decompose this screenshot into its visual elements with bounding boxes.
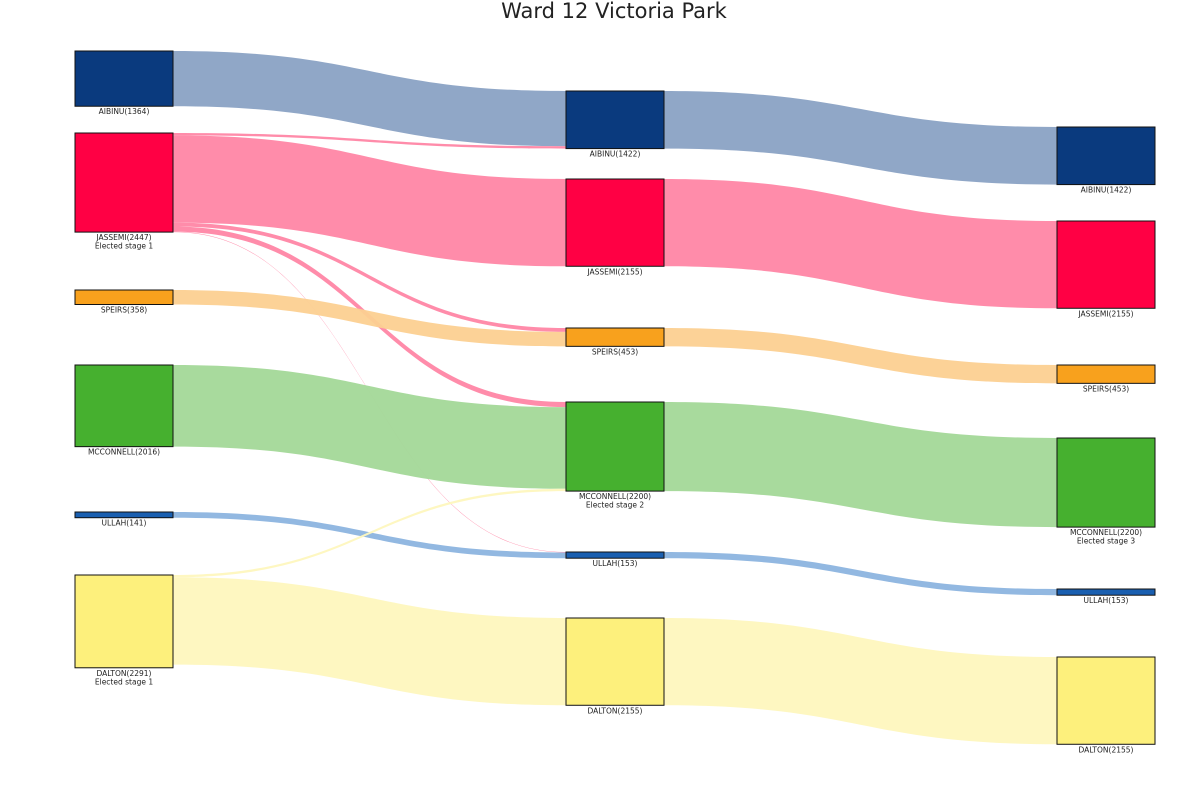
node-label-s1-speirs: SPEIRS(358) [101, 305, 147, 314]
node-label-s1-aibinu: AIBINU(1364) [99, 107, 150, 116]
node-label-s2-mcconnell: MCCONNELL(2200) [579, 492, 651, 501]
node-s1-jassemi [74, 132, 174, 233]
node-note-s1-jassemi: Elected stage 1 [95, 242, 153, 251]
flow-s2-ullah-to-s3-ullah [664, 552, 1057, 596]
flow-s1-jassemi-to-s2-aibinu [173, 133, 566, 149]
flow-s1-dalton-to-s2-dalton [173, 577, 566, 706]
flow-s1-mcconnell-to-s2-mcconnell [173, 365, 566, 489]
node-s3-speirs [1056, 364, 1156, 384]
node-s3-jassemi [1056, 220, 1156, 309]
node-s1-mcconnell [74, 364, 174, 448]
node-note-s2-mcconnell: Elected stage 2 [586, 501, 644, 510]
flow-s1-jassemi-to-s2-speirs [173, 222, 566, 332]
flows-layer [173, 51, 1057, 745]
node-s3-ullah [1056, 588, 1156, 596]
node-note-s1-dalton: Elected stage 1 [95, 677, 153, 686]
node-s1-speirs [74, 289, 174, 305]
node-label-s1-mcconnell: MCCONNELL(2016) [88, 448, 160, 457]
node-s3-mcconnell [1056, 437, 1156, 528]
node-label-s3-ullah: ULLAH(153) [1084, 596, 1129, 605]
node-s3-aibinu [1056, 126, 1156, 186]
flow-s2-mcconnell-to-s3-mcconnell [664, 402, 1057, 528]
node-label-s3-dalton: DALTON(2155) [1079, 745, 1134, 754]
flow-s2-jassemi-to-s3-jassemi [664, 179, 1057, 309]
flow-s2-aibinu-to-s3-aibinu [664, 91, 1057, 185]
node-label-s1-ullah: ULLAH(141) [102, 519, 147, 528]
node-label-s1-dalton: DALTON(2291) [97, 669, 152, 678]
node-s2-aibinu [565, 90, 665, 150]
node-s1-aibinu [74, 50, 174, 107]
node-label-s3-jassemi: JASSEMI(2155) [1077, 309, 1133, 318]
node-s2-dalton [565, 617, 665, 706]
flow-s2-speirs-to-s3-speirs [664, 328, 1057, 384]
flow-s1-aibinu-to-s2-aibinu [173, 51, 566, 147]
node-s3-dalton [1056, 656, 1156, 745]
node-s2-jassemi [565, 178, 665, 267]
node-label-s1-jassemi: JASSEMI(2447) [95, 233, 151, 242]
node-label-s3-aibinu: AIBINU(1422) [1081, 186, 1132, 195]
flow-s1-dalton-to-s2-mcconnell [173, 488, 566, 578]
flow-s1-ullah-to-s2-ullah [173, 512, 566, 559]
node-s2-mcconnell [565, 401, 665, 492]
node-s2-speirs [565, 327, 665, 347]
node-label-s3-speirs: SPEIRS(453) [1083, 384, 1129, 393]
node-label-s2-ullah: ULLAH(153) [593, 559, 638, 568]
node-s2-ullah [565, 551, 665, 559]
node-s1-ullah [74, 511, 174, 519]
node-label-s2-dalton: DALTON(2155) [588, 706, 643, 715]
node-label-s2-jassemi: JASSEMI(2155) [586, 267, 642, 276]
flow-s2-dalton-to-s3-dalton [664, 618, 1057, 745]
nodes-layer: AIBINU(1364)JASSEMI(2447)Elected stage 1… [74, 50, 1156, 754]
node-note-s3-mcconnell: Elected stage 3 [1077, 537, 1135, 546]
chart-title: Ward 12 Victoria Park [501, 0, 728, 23]
node-label-s3-mcconnell: MCCONNELL(2200) [1070, 528, 1142, 537]
node-label-s2-aibinu: AIBINU(1422) [590, 150, 641, 159]
flow-s1-speirs-to-s2-speirs [173, 290, 566, 347]
flow-s1-jassemi-to-s2-jassemi [173, 135, 566, 267]
node-label-s2-speirs: SPEIRS(453) [592, 347, 638, 356]
node-s1-dalton [74, 574, 174, 669]
